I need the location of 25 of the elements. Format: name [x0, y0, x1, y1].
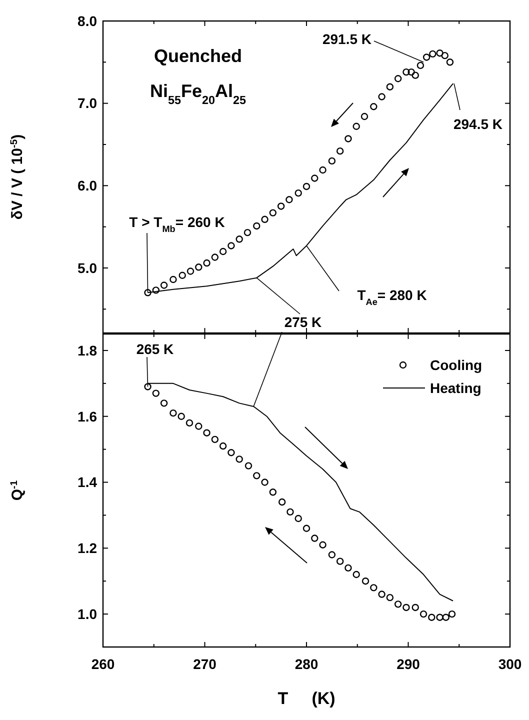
- x-tick-label: 260: [91, 656, 115, 672]
- x-tick-label: 280: [294, 656, 318, 672]
- y-tick-label: 1.6: [78, 408, 98, 424]
- annotation: T$_{Ae}$= 280 K: [357, 287, 427, 307]
- annotation: Ni$_{55}$Fe$_{20}$Al$_{25}$: [150, 81, 247, 106]
- y-tick-label: 1.8: [78, 342, 98, 358]
- y-tick-label: 6.0: [78, 178, 98, 194]
- y-tick-label: 5.0: [78, 260, 98, 276]
- legend-label: Heating: [430, 380, 482, 396]
- annotation: Quenched: [154, 46, 242, 66]
- annotation: 265 K: [136, 341, 174, 357]
- x-tick-label: 270: [193, 656, 217, 672]
- y-tick-label: 1.0: [78, 606, 98, 622]
- x-tick-label: 300: [498, 656, 522, 672]
- x-axis-title: T (K): [278, 689, 336, 708]
- annotation: 291.5 K: [322, 31, 372, 47]
- y-tick-label: 8.0: [78, 12, 98, 29]
- y-tick-label: 7.0: [78, 95, 98, 112]
- annotation: 294.5 K: [453, 116, 503, 132]
- annotation: T > T$_{Mb}$= 260 K: [129, 214, 225, 234]
- annotation: 275 K: [284, 314, 322, 330]
- legend-label: Cooling: [430, 356, 482, 373]
- x-tick-label: 290: [396, 656, 420, 672]
- y-tick-label: 1.2: [78, 540, 98, 556]
- y-tick-label: 1.4: [78, 474, 98, 490]
